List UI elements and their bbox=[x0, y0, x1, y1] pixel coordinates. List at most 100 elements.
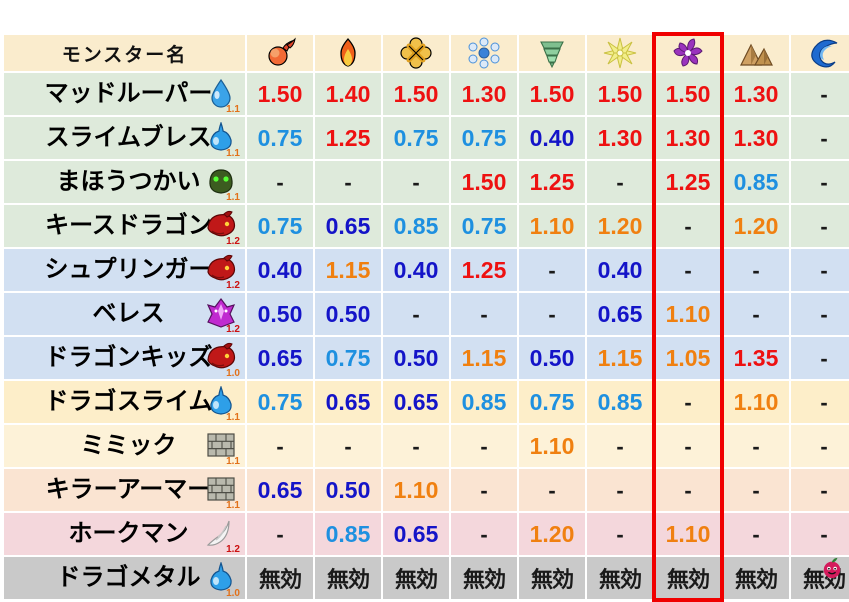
resist-cell-water: - bbox=[791, 205, 849, 247]
resist-value: 1.30 bbox=[733, 80, 779, 107]
resist-cell-light: - bbox=[587, 425, 653, 467]
resist-cell-water: - bbox=[791, 117, 849, 159]
resist-cell-earthquake: - bbox=[723, 425, 789, 467]
resist-cell-water: - bbox=[791, 381, 849, 423]
resist-cell-earthquake: 1.30 bbox=[723, 117, 789, 159]
resistance-table-page: モンスター名 マッドルーパー 1.1 1.50 1.40 1.50 1.30 1.50 1.50… bbox=[4, 32, 849, 602]
fire-element-icon bbox=[331, 37, 365, 69]
resist-cell-ice: - bbox=[451, 513, 517, 555]
column-header-earthquake[interactable] bbox=[723, 35, 789, 71]
resist-value: 0.75 bbox=[325, 344, 371, 371]
resist-value: 0.50 bbox=[325, 476, 371, 503]
resist-cell-fire: 1.15 bbox=[315, 249, 381, 291]
resist-value: 0.40 bbox=[257, 256, 303, 283]
resist-value: 1.15 bbox=[461, 344, 507, 371]
column-header-water[interactable] bbox=[791, 35, 849, 71]
monster-level-label: 1.2 bbox=[226, 324, 240, 335]
column-header-monster-name: モンスター名 bbox=[4, 35, 245, 71]
resist-value: 1.50 bbox=[665, 80, 711, 107]
red-dragon-icon: 1.2 bbox=[201, 208, 241, 247]
table-header-row: モンスター名 bbox=[4, 35, 849, 71]
resist-cell-earth: 0.65 bbox=[383, 513, 449, 555]
column-header-earth[interactable] bbox=[383, 35, 449, 71]
monster-level-label: 1.2 bbox=[226, 280, 240, 291]
resist-cell-wind: 無効 bbox=[519, 557, 585, 599]
resist-cell-earth: 0.75 bbox=[383, 117, 449, 159]
resist-value: - bbox=[480, 521, 488, 547]
table-row: マッドルーパー 1.1 1.50 1.40 1.50 1.30 1.50 1.50 1.50 1.… bbox=[4, 73, 849, 115]
resist-value: 1.50 bbox=[597, 80, 643, 107]
resist-cell-fire: 1.25 bbox=[315, 117, 381, 159]
resist-cell-meteor: - bbox=[247, 161, 313, 203]
resist-value: 1.40 bbox=[325, 80, 371, 107]
monster-level-label: 1.0 bbox=[226, 368, 240, 379]
column-header-meteor[interactable] bbox=[247, 35, 313, 71]
monster-name-cell[interactable]: ミミック 1.1 bbox=[4, 425, 245, 467]
resist-cell-earth: 0.40 bbox=[383, 249, 449, 291]
monster-name-cell[interactable]: シュプリンガー 1.2 bbox=[4, 249, 245, 291]
resist-cell-light: 1.30 bbox=[587, 117, 653, 159]
footer-credit bbox=[815, 557, 843, 579]
green-slime-icon: 1.1 bbox=[201, 164, 241, 203]
monster-name-cell[interactable]: ドラゴンキッズ 1.0 bbox=[4, 337, 245, 379]
dark-element-icon bbox=[671, 37, 705, 69]
resist-cell-meteor: 0.75 bbox=[247, 381, 313, 423]
resist-cell-fire: 1.40 bbox=[315, 73, 381, 115]
resist-value: - bbox=[276, 433, 284, 459]
monster-name-label: まほうつかい bbox=[56, 168, 201, 195]
resist-cell-earthquake: - bbox=[723, 513, 789, 555]
resist-cell-earth: - bbox=[383, 293, 449, 335]
resist-value: - bbox=[820, 389, 828, 415]
resist-value: 無効 bbox=[258, 567, 302, 592]
monster-name-cell[interactable]: キラーアーマー 1.1 bbox=[4, 469, 245, 511]
resist-value: - bbox=[820, 345, 828, 371]
monster-name-cell[interactable]: ベレス 1.2 bbox=[4, 293, 245, 335]
monster-name-cell[interactable]: ドラゴメタル 1.0 bbox=[4, 557, 245, 599]
column-header-ice[interactable] bbox=[451, 35, 517, 71]
table-row: ドラゴスライム 1.1 0.75 0.65 0.65 0.85 0.75 0.85 - 1.10 - bbox=[4, 381, 849, 423]
resist-cell-light: 0.65 bbox=[587, 293, 653, 335]
monster-name-cell[interactable]: キースドラゴン 1.2 bbox=[4, 205, 245, 247]
column-header-fire[interactable] bbox=[315, 35, 381, 71]
wind-element-icon bbox=[535, 37, 569, 69]
stone-block-icon: 1.1 bbox=[201, 428, 241, 467]
resist-cell-light: 無効 bbox=[587, 557, 653, 599]
resist-cell-light: 1.20 bbox=[587, 205, 653, 247]
resist-value: 0.85 bbox=[461, 388, 507, 415]
resist-cell-ice: 1.25 bbox=[451, 249, 517, 291]
column-header-dark[interactable] bbox=[655, 35, 721, 71]
monster-name-label: ドラゴメタル bbox=[56, 564, 201, 591]
table-row: ドラゴメタル 1.0 無効 無効 無効 無効 無効 無効 無効 無効 無効 bbox=[4, 557, 849, 599]
resist-value: 0.65 bbox=[597, 300, 643, 327]
resist-value: 1.50 bbox=[529, 80, 575, 107]
monster-name-cell[interactable]: スライムブレス 1.1 bbox=[4, 117, 245, 159]
monster-level-label: 1.1 bbox=[226, 192, 240, 203]
monster-name-cell[interactable]: ドラゴスライム 1.1 bbox=[4, 381, 245, 423]
resist-value: 1.15 bbox=[597, 344, 643, 371]
resist-cell-dark: - bbox=[655, 425, 721, 467]
resist-value: - bbox=[684, 477, 692, 503]
resist-cell-wind: - bbox=[519, 293, 585, 335]
table-row: まほうつかい 1.1 - - - 1.50 1.25 - 1.25 0.85 - bbox=[4, 161, 849, 203]
resist-cell-meteor: 0.65 bbox=[247, 469, 313, 511]
resist-value: - bbox=[344, 433, 352, 459]
resist-value: 0.50 bbox=[529, 344, 575, 371]
monster-name-cell[interactable]: ホークマン 1.2 bbox=[4, 513, 245, 555]
resist-value: 1.20 bbox=[529, 520, 575, 547]
resist-cell-ice: 無効 bbox=[451, 557, 517, 599]
resist-cell-earth: 0.85 bbox=[383, 205, 449, 247]
resist-cell-meteor: 無効 bbox=[247, 557, 313, 599]
resist-cell-wind: 1.20 bbox=[519, 513, 585, 555]
monster-level-label: 1.1 bbox=[226, 412, 240, 423]
monster-name-cell[interactable]: マッドルーパー 1.1 bbox=[4, 73, 245, 115]
resist-value: - bbox=[752, 301, 760, 327]
resist-cell-fire: - bbox=[315, 425, 381, 467]
table-row: ミミック 1.1 - - - - 1.10 - - - - bbox=[4, 425, 849, 467]
monster-name-cell[interactable]: まほうつかい 1.1 bbox=[4, 161, 245, 203]
resist-value: 0.65 bbox=[393, 388, 439, 415]
column-header-wind[interactable] bbox=[519, 35, 585, 71]
table-row: キースドラゴン 1.2 0.75 0.65 0.85 0.75 1.10 1.20 - 1.20 - bbox=[4, 205, 849, 247]
monster-name-label: ドラゴスライム bbox=[44, 388, 213, 415]
resist-value: - bbox=[684, 257, 692, 283]
column-header-light[interactable] bbox=[587, 35, 653, 71]
